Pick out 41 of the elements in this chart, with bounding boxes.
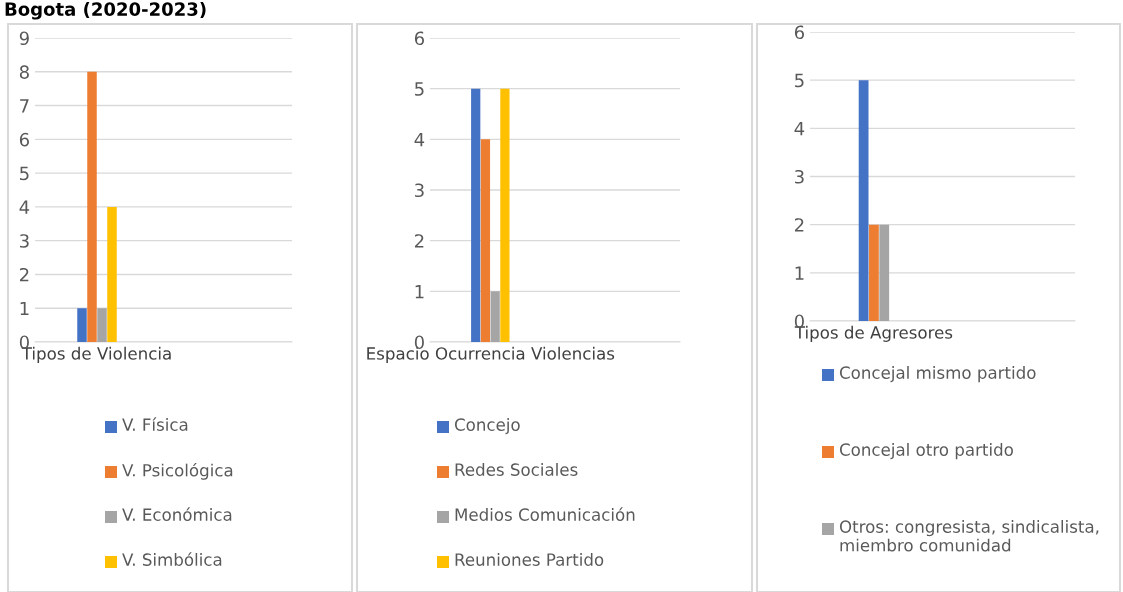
bar [500, 88, 510, 342]
y-tick-label: 2 [19, 267, 29, 282]
bar [97, 308, 107, 342]
y-tick-label: 4 [414, 133, 425, 147]
y-tick-label: 6 [19, 132, 29, 147]
legend-label: Reuniones Partido [455, 553, 604, 566]
chart-title: Bogota (2020-2023) [5, 2, 206, 20]
legend-label: V. Económica [122, 507, 232, 521]
y-tick-label: 6 [414, 31, 424, 46]
legend-label: V. Física [122, 417, 188, 431]
y-tick-label: 3 [415, 183, 424, 198]
y-tick-label: 1 [795, 266, 804, 280]
y-tick-label: 4 [19, 200, 30, 214]
legend-label: V. Psicológica [122, 463, 233, 480]
y-tick-label: 5 [415, 82, 424, 96]
y-tick-label: 5 [20, 166, 29, 181]
legend-label: Concejal mismo partido [839, 366, 1036, 383]
y-tick-label: 3 [20, 234, 29, 248]
y-tick-label: 2 [794, 218, 804, 232]
bar [490, 291, 500, 342]
y-tick-label: 3 [795, 169, 804, 184]
y-tick-label: 4 [794, 122, 805, 136]
legend-label: Concejo [454, 418, 520, 435]
bar [480, 139, 491, 342]
y-tick-label: 7 [20, 99, 29, 113]
y-tick-label: 1 [20, 301, 29, 316]
legend-label: Concejal otro partido [839, 443, 1013, 460]
legend-label: Redes Sociales [455, 463, 578, 476]
bar [77, 308, 87, 342]
bar [471, 88, 481, 342]
y-tick-label: 1 [415, 285, 424, 299]
y-tick-label: 6 [794, 25, 804, 40]
legend-label: Otros: congresista, sindicalista, miembro comunidad [839, 520, 1099, 552]
legend-label: Medios Comunicación [455, 507, 635, 521]
bar [107, 206, 117, 342]
bar [87, 71, 97, 342]
y-tick-label: 8 [19, 65, 29, 79]
y-tick-label: 5 [795, 73, 804, 88]
y-tick-label: 9 [19, 31, 29, 46]
legend-label: V. Simbólica [122, 552, 222, 566]
y-tick-label: 2 [414, 234, 424, 248]
